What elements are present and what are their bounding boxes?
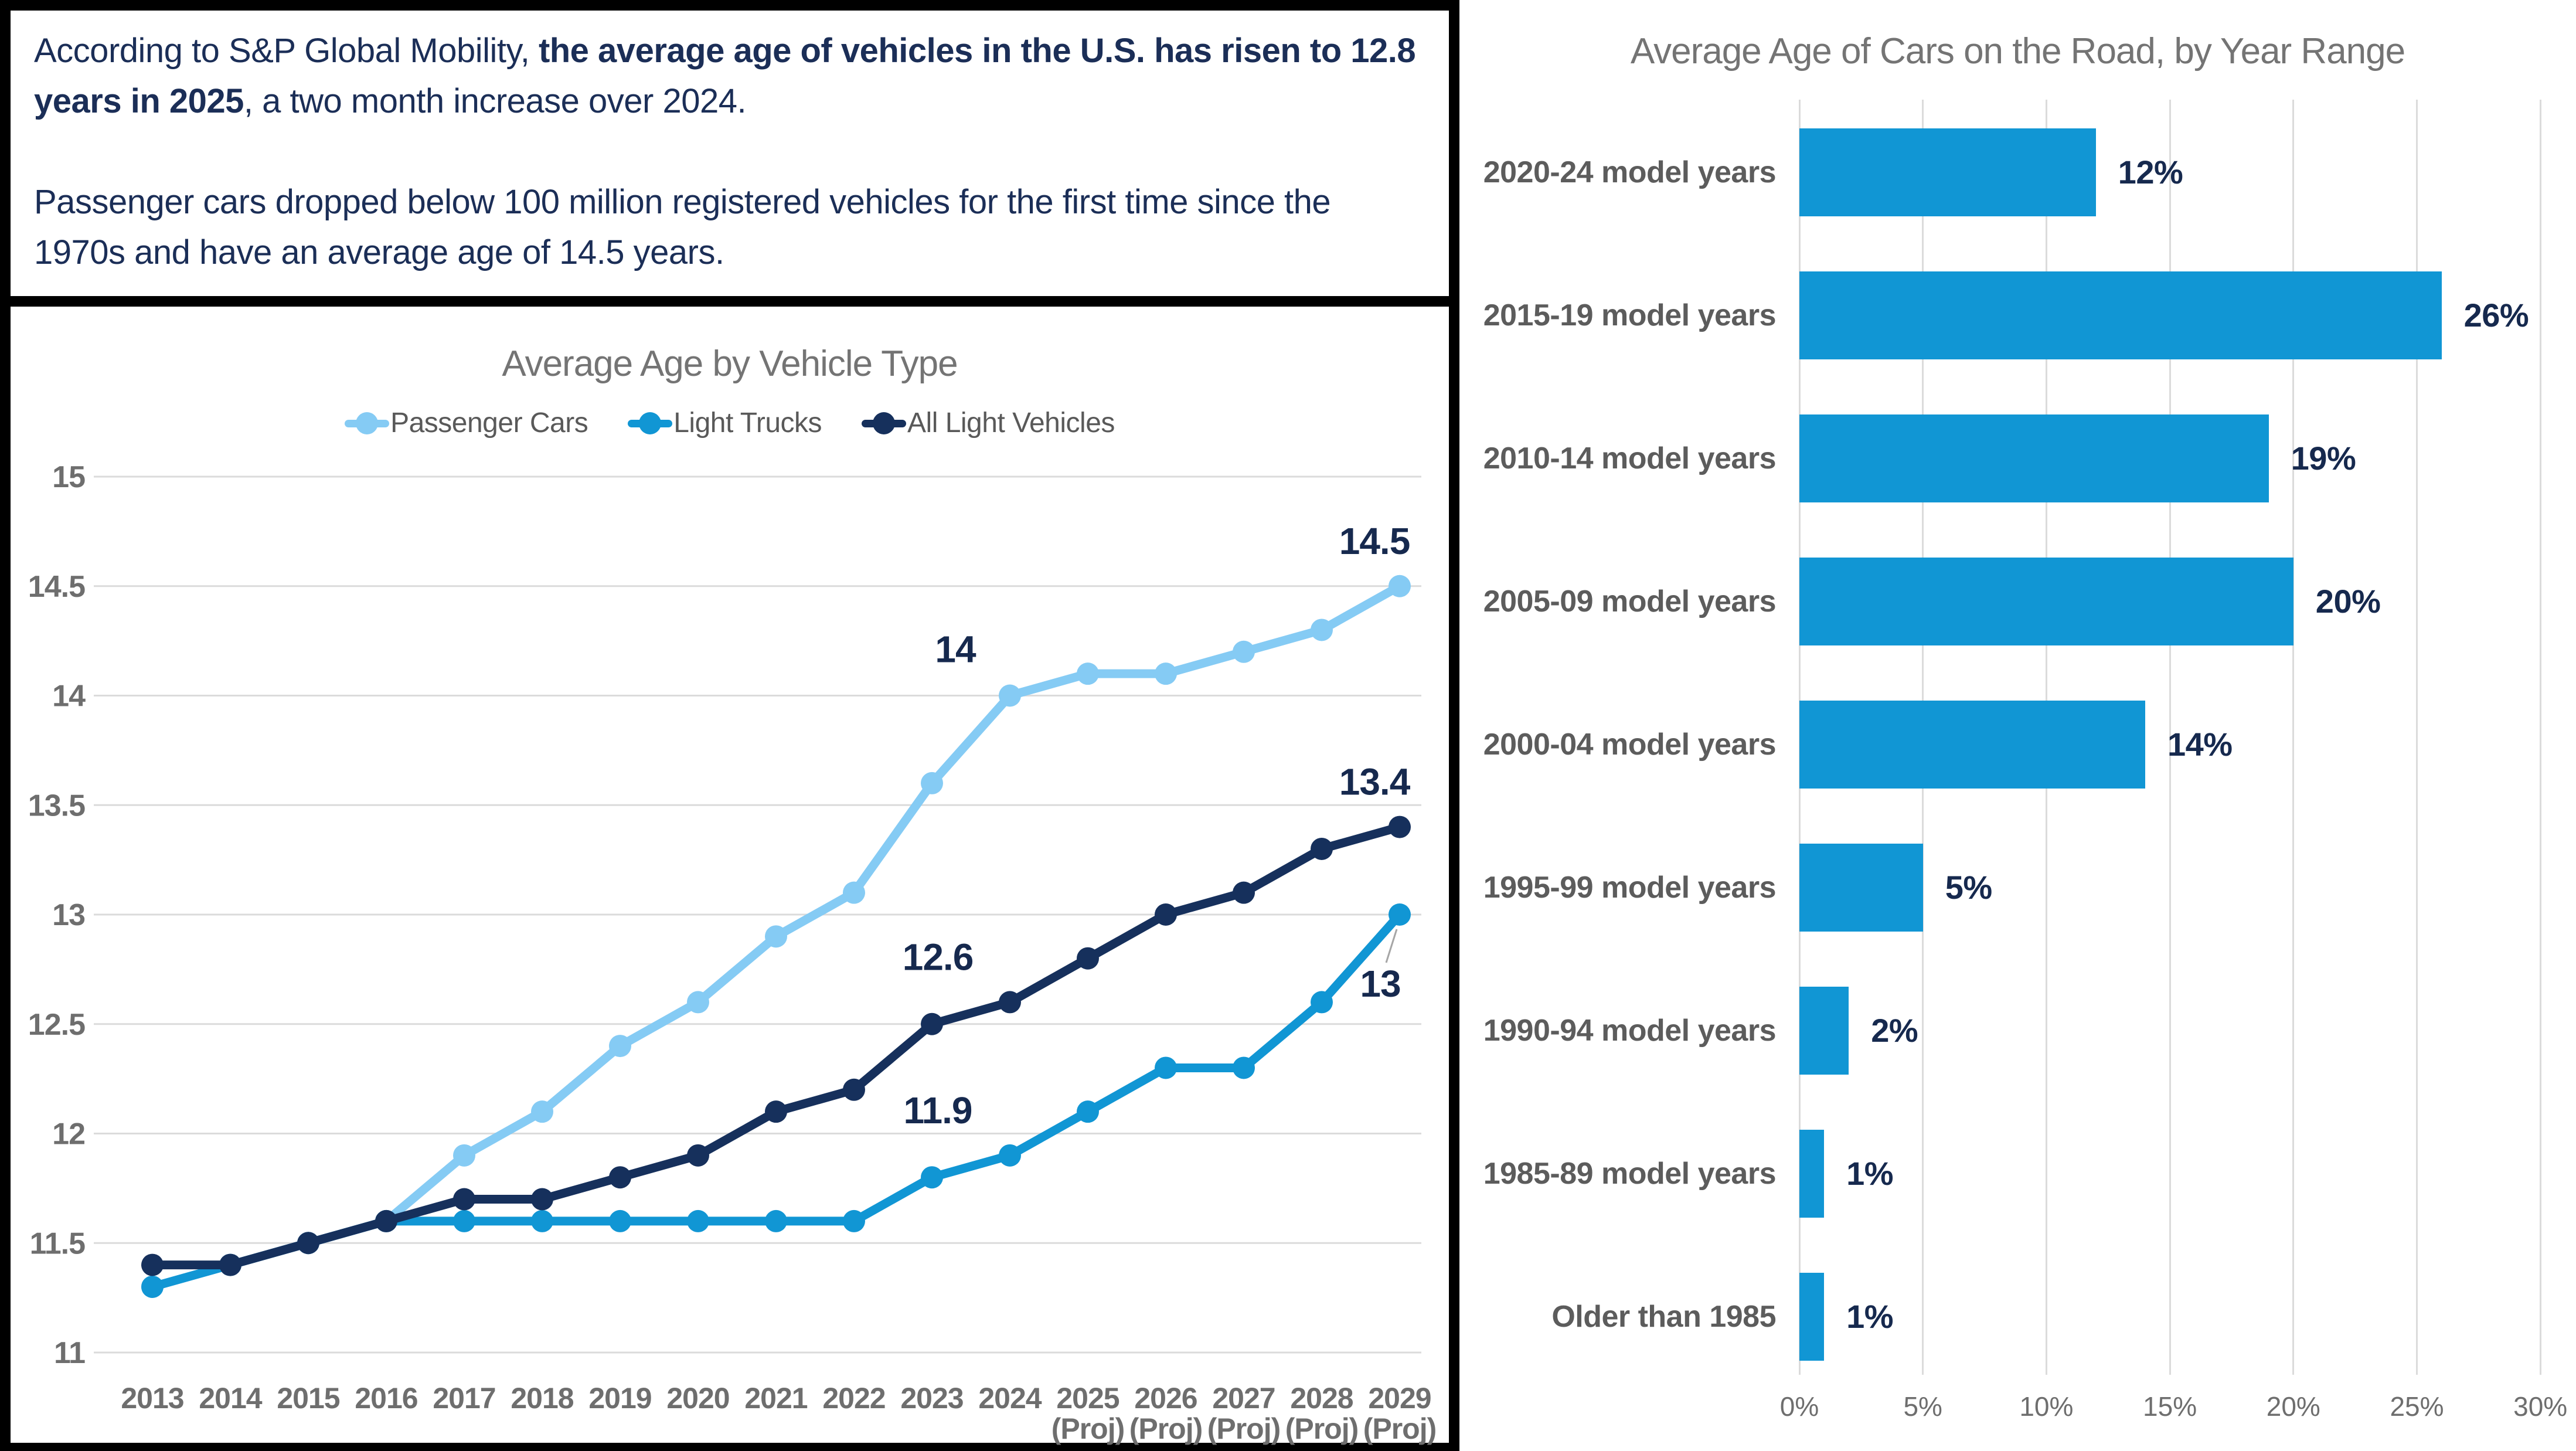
bar-category-label: 1985-89 model years — [1483, 1157, 1777, 1191]
bar-value-label: 12% — [2118, 154, 2183, 191]
bar — [1799, 128, 2096, 216]
bar-value-label: 1% — [1846, 1155, 1894, 1192]
legend-marker-icon — [628, 410, 673, 436]
bar — [1799, 987, 1849, 1075]
bar — [1799, 1130, 1825, 1218]
bar — [1799, 271, 2442, 359]
bar-value-label: 19% — [2291, 440, 2356, 477]
bar-value-label: 14% — [2167, 726, 2233, 763]
bar-category-label: 1995-99 model years — [1483, 871, 1777, 905]
bar-category-label: 2015-19 model years — [1483, 298, 1777, 332]
bar-category-label: 1990-94 model years — [1483, 1014, 1777, 1048]
bar-x-tick-label: 15% — [2143, 1391, 2197, 1422]
bar-chart-title: Average Age of Cars on the Road, by Year… — [1630, 31, 2405, 72]
bar-category-label: 2010-14 model years — [1483, 441, 1777, 475]
bar-x-tick-label: 25% — [2390, 1391, 2444, 1422]
legend-item-label: Light Trucks — [673, 407, 822, 439]
legend-item: All Light Vehicles — [862, 407, 1115, 439]
bar-x-tick-label: 20% — [2266, 1391, 2320, 1422]
legend-marker-dot — [873, 412, 896, 434]
legend-item: Light Trucks — [628, 407, 822, 439]
bar-grid-line — [2416, 100, 2418, 1375]
legend-item-label: Passenger Cars — [390, 407, 588, 439]
bar-grid-line — [2292, 100, 2295, 1375]
bar — [1799, 1273, 1825, 1361]
line-chart-legend: Passenger Cars Light Trucks All Light Vehi… — [11, 407, 1449, 439]
summary-text-post: , a two month increase over 2024. — [243, 82, 747, 120]
summary-paragraph-2: Passenger cars dropped below 100 million… — [34, 183, 1331, 271]
bar-category-label: 2000-04 model years — [1483, 728, 1777, 762]
bar — [1799, 701, 2145, 789]
bar-value-label: 2% — [1871, 1012, 1918, 1049]
bar-value-label: 5% — [1945, 869, 1992, 906]
legend-marker-dot — [356, 412, 379, 434]
legend-item: Passenger Cars — [345, 407, 588, 439]
bar — [1799, 844, 1923, 932]
legend-marker-icon — [345, 410, 390, 436]
summary-paragraph-1: According to S&P Global Mobility, the av… — [34, 26, 1424, 127]
legend-item-label: All Light Vehicles — [907, 407, 1115, 439]
summary-text-bold: the average age of vehicles in the U.S. … — [34, 32, 1416, 120]
bar-x-tick-label: 5% — [1903, 1391, 1942, 1422]
bar-category-label: 2020-24 model years — [1483, 155, 1777, 189]
left-panel: According to S&P Global Mobility, the av… — [0, 0, 1459, 1451]
bar-grid-line — [2539, 100, 2541, 1375]
legend-marker-dot — [639, 412, 662, 434]
bar-x-tick-label: 0% — [1779, 1391, 1819, 1422]
summary-textbox: According to S&P Global Mobility, the av… — [11, 11, 1449, 307]
legend-marker-icon — [862, 410, 907, 436]
bar-category-label: 2005-09 model years — [1483, 585, 1777, 619]
bar-x-tick-label: 10% — [2019, 1391, 2074, 1422]
line-chart-title: Average Age by Vehicle Type — [502, 344, 958, 384]
summary-text-pre: According to S&P Global Mobility, — [34, 32, 539, 70]
bar-x-tick-label: 30% — [2513, 1391, 2568, 1422]
bar — [1799, 558, 2293, 645]
bar-value-label: 20% — [2315, 583, 2381, 620]
bar-value-label: 1% — [1846, 1298, 1894, 1335]
bar-category-label: Older than 1985 — [1551, 1300, 1776, 1334]
bar-value-label: 26% — [2463, 297, 2529, 334]
bar-grid-line — [2169, 100, 2171, 1375]
bar — [1799, 414, 2269, 502]
